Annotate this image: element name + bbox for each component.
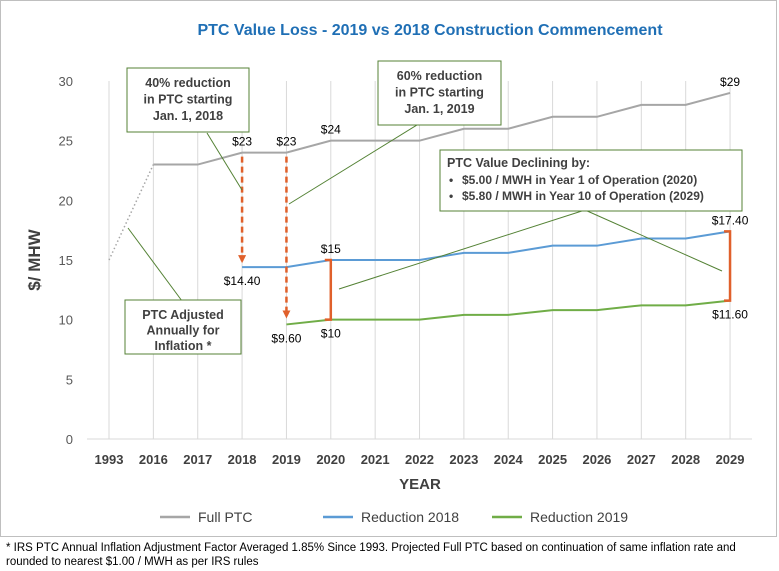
x-tick-label: 2017 [183, 452, 212, 467]
x-tick-label: 2016 [139, 452, 168, 467]
callout-declining-bullet: $5.80 / MWH in Year 10 of Operation (202… [462, 189, 704, 203]
series-line-reduction-2018 [242, 230, 731, 269]
bullet-marker: • [449, 189, 453, 203]
legend-label: Full PTC [198, 509, 252, 525]
legend-label: Reduction 2019 [530, 509, 628, 525]
series-line-reduction-2019 [286, 299, 731, 326]
leader-declining-to-2020 [338, 209, 586, 290]
y-tick-label: 30 [59, 74, 73, 89]
x-tick-label: 2018 [228, 452, 257, 467]
chart-frame [0, 0, 777, 537]
x-tick-label: 2021 [361, 452, 390, 467]
callout-60-line: 60% reduction [397, 69, 482, 83]
callout-inflation-line: PTC Adjusted [142, 308, 223, 322]
footnote: * IRS PTC Annual Inflation Adjustment Fa… [6, 542, 736, 568]
bullet-marker: • [449, 173, 453, 187]
line-chart: PTC Value Loss - 2019 vs 2018 Constructi… [25, 22, 752, 525]
x-tick-label: 2026 [582, 452, 611, 467]
y-tick-label: 10 [59, 313, 73, 328]
data-label: $29 [720, 75, 740, 89]
callout-declining-heading: PTC Value Declining by: [447, 156, 590, 170]
x-tick-label: 2020 [316, 452, 345, 467]
callout-60-box [377, 60, 502, 126]
callout-inflation-line: Inflation * [155, 339, 212, 353]
y-tick-label: 0 [66, 432, 73, 447]
data-label: $14.40 [224, 274, 261, 288]
gap-bracket-2020 [324, 258, 333, 321]
series-line-full-ptc [153, 91, 731, 166]
x-tick-label: 2022 [405, 452, 434, 467]
x-tick-label: 2025 [538, 452, 567, 467]
y-tick-label: 20 [59, 193, 73, 208]
x-tick-label: 1993 [95, 452, 124, 467]
x-axis-label: YEAR [399, 476, 441, 493]
data-label: $9.60 [271, 331, 301, 345]
x-tick-label: 2028 [671, 452, 700, 467]
callout-inflation-line: Annually for [147, 324, 220, 338]
legend-label: Reduction 2018 [361, 509, 459, 525]
leader-40-callout [206, 132, 243, 191]
callout-60-line: in PTC starting [395, 86, 484, 100]
data-label: $10 [321, 327, 341, 341]
x-tick-label: 2029 [716, 452, 745, 467]
callout-40-line: in PTC starting [144, 93, 233, 107]
leader-inflation-callout [127, 227, 186, 306]
callout-40-box [126, 67, 250, 133]
callout-declining-bullet: $5.00 / MWH in Year 1 of Operation (2020… [462, 173, 697, 187]
callout-60-line: Jan. 1, 2019 [404, 102, 474, 116]
leader-declining-to-2029 [584, 209, 723, 272]
callout-declining-box [439, 149, 743, 212]
data-label: $23 [232, 135, 252, 149]
y-tick-label: 15 [59, 253, 73, 268]
data-label: $23 [276, 135, 296, 149]
data-label: $15 [321, 242, 341, 256]
y-axis-label: $/ MHW [25, 228, 44, 290]
x-tick-label: 2019 [272, 452, 301, 467]
chart-title: PTC Value Loss - 2019 vs 2018 Constructi… [197, 22, 663, 39]
gap-bracket-2029 [724, 230, 732, 302]
x-tick-label: 2023 [449, 452, 478, 467]
leader-60-callout [288, 111, 439, 205]
y-tick-label: 25 [59, 134, 73, 149]
x-tick-label: 2027 [627, 452, 656, 467]
callout-inflation-box [124, 299, 242, 355]
series-0-dotted-segment [108, 164, 155, 261]
callout-40-line: Jan. 1, 2018 [153, 109, 223, 123]
callout-40-line: 40% reduction [145, 76, 230, 90]
x-tick-label: 2024 [494, 452, 524, 467]
data-label: $24 [321, 123, 341, 137]
data-label: $11.60 [712, 308, 748, 322]
y-tick-label: 5 [66, 372, 73, 387]
data-label: $17.40 [712, 213, 749, 227]
